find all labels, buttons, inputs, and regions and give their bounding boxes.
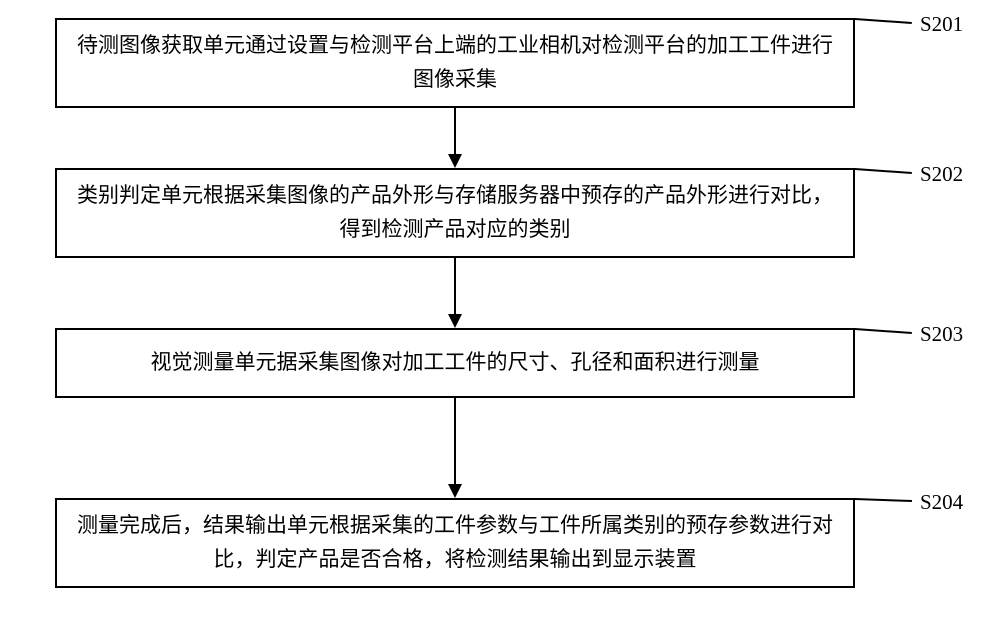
step-label-s203: S203 bbox=[920, 322, 963, 347]
step-label-s204: S204 bbox=[920, 490, 963, 515]
step-label-s201: S201 bbox=[920, 12, 963, 37]
step-text-s203: 视觉测量单元据采集图像对加工工件的尺寸、孔径和面积进行测量 bbox=[151, 346, 760, 380]
arrow-head-2 bbox=[448, 484, 462, 498]
step-text-s201: 待测图像获取单元通过设置与检测平台上端的工业相机对检测平台的加工工件进行图像采集 bbox=[77, 29, 833, 96]
step-box-s203: 视觉测量单元据采集图像对加工工件的尺寸、孔径和面积进行测量 bbox=[55, 328, 855, 398]
step-box-s204: 测量完成后，结果输出单元根据采集的工件参数与工件所属类别的预存参数进行对比，判定… bbox=[55, 498, 855, 588]
lead-line-s201 bbox=[855, 18, 912, 23]
arrow-line-1 bbox=[454, 258, 456, 316]
step-text-s204: 测量完成后，结果输出单元根据采集的工件参数与工件所属类别的预存参数进行对比，判定… bbox=[77, 509, 833, 576]
arrow-head-1 bbox=[448, 314, 462, 328]
lead-line-s202 bbox=[855, 168, 912, 173]
arrow-line-2 bbox=[454, 398, 456, 486]
arrow-head-0 bbox=[448, 154, 462, 168]
step-box-s202: 类别判定单元根据采集图像的产品外形与存储服务器中预存的产品外形进行对比，得到检测… bbox=[55, 168, 855, 258]
step-text-s202: 类别判定单元根据采集图像的产品外形与存储服务器中预存的产品外形进行对比，得到检测… bbox=[77, 179, 833, 246]
arrow-line-0 bbox=[454, 108, 456, 156]
step-label-s202: S202 bbox=[920, 162, 963, 187]
step-box-s201: 待测图像获取单元通过设置与检测平台上端的工业相机对检测平台的加工工件进行图像采集 bbox=[55, 18, 855, 108]
flowchart-container: 待测图像获取单元通过设置与检测平台上端的工业相机对检测平台的加工工件进行图像采集… bbox=[0, 0, 1000, 627]
lead-line-s204 bbox=[855, 498, 912, 501]
lead-line-s203 bbox=[855, 328, 912, 333]
